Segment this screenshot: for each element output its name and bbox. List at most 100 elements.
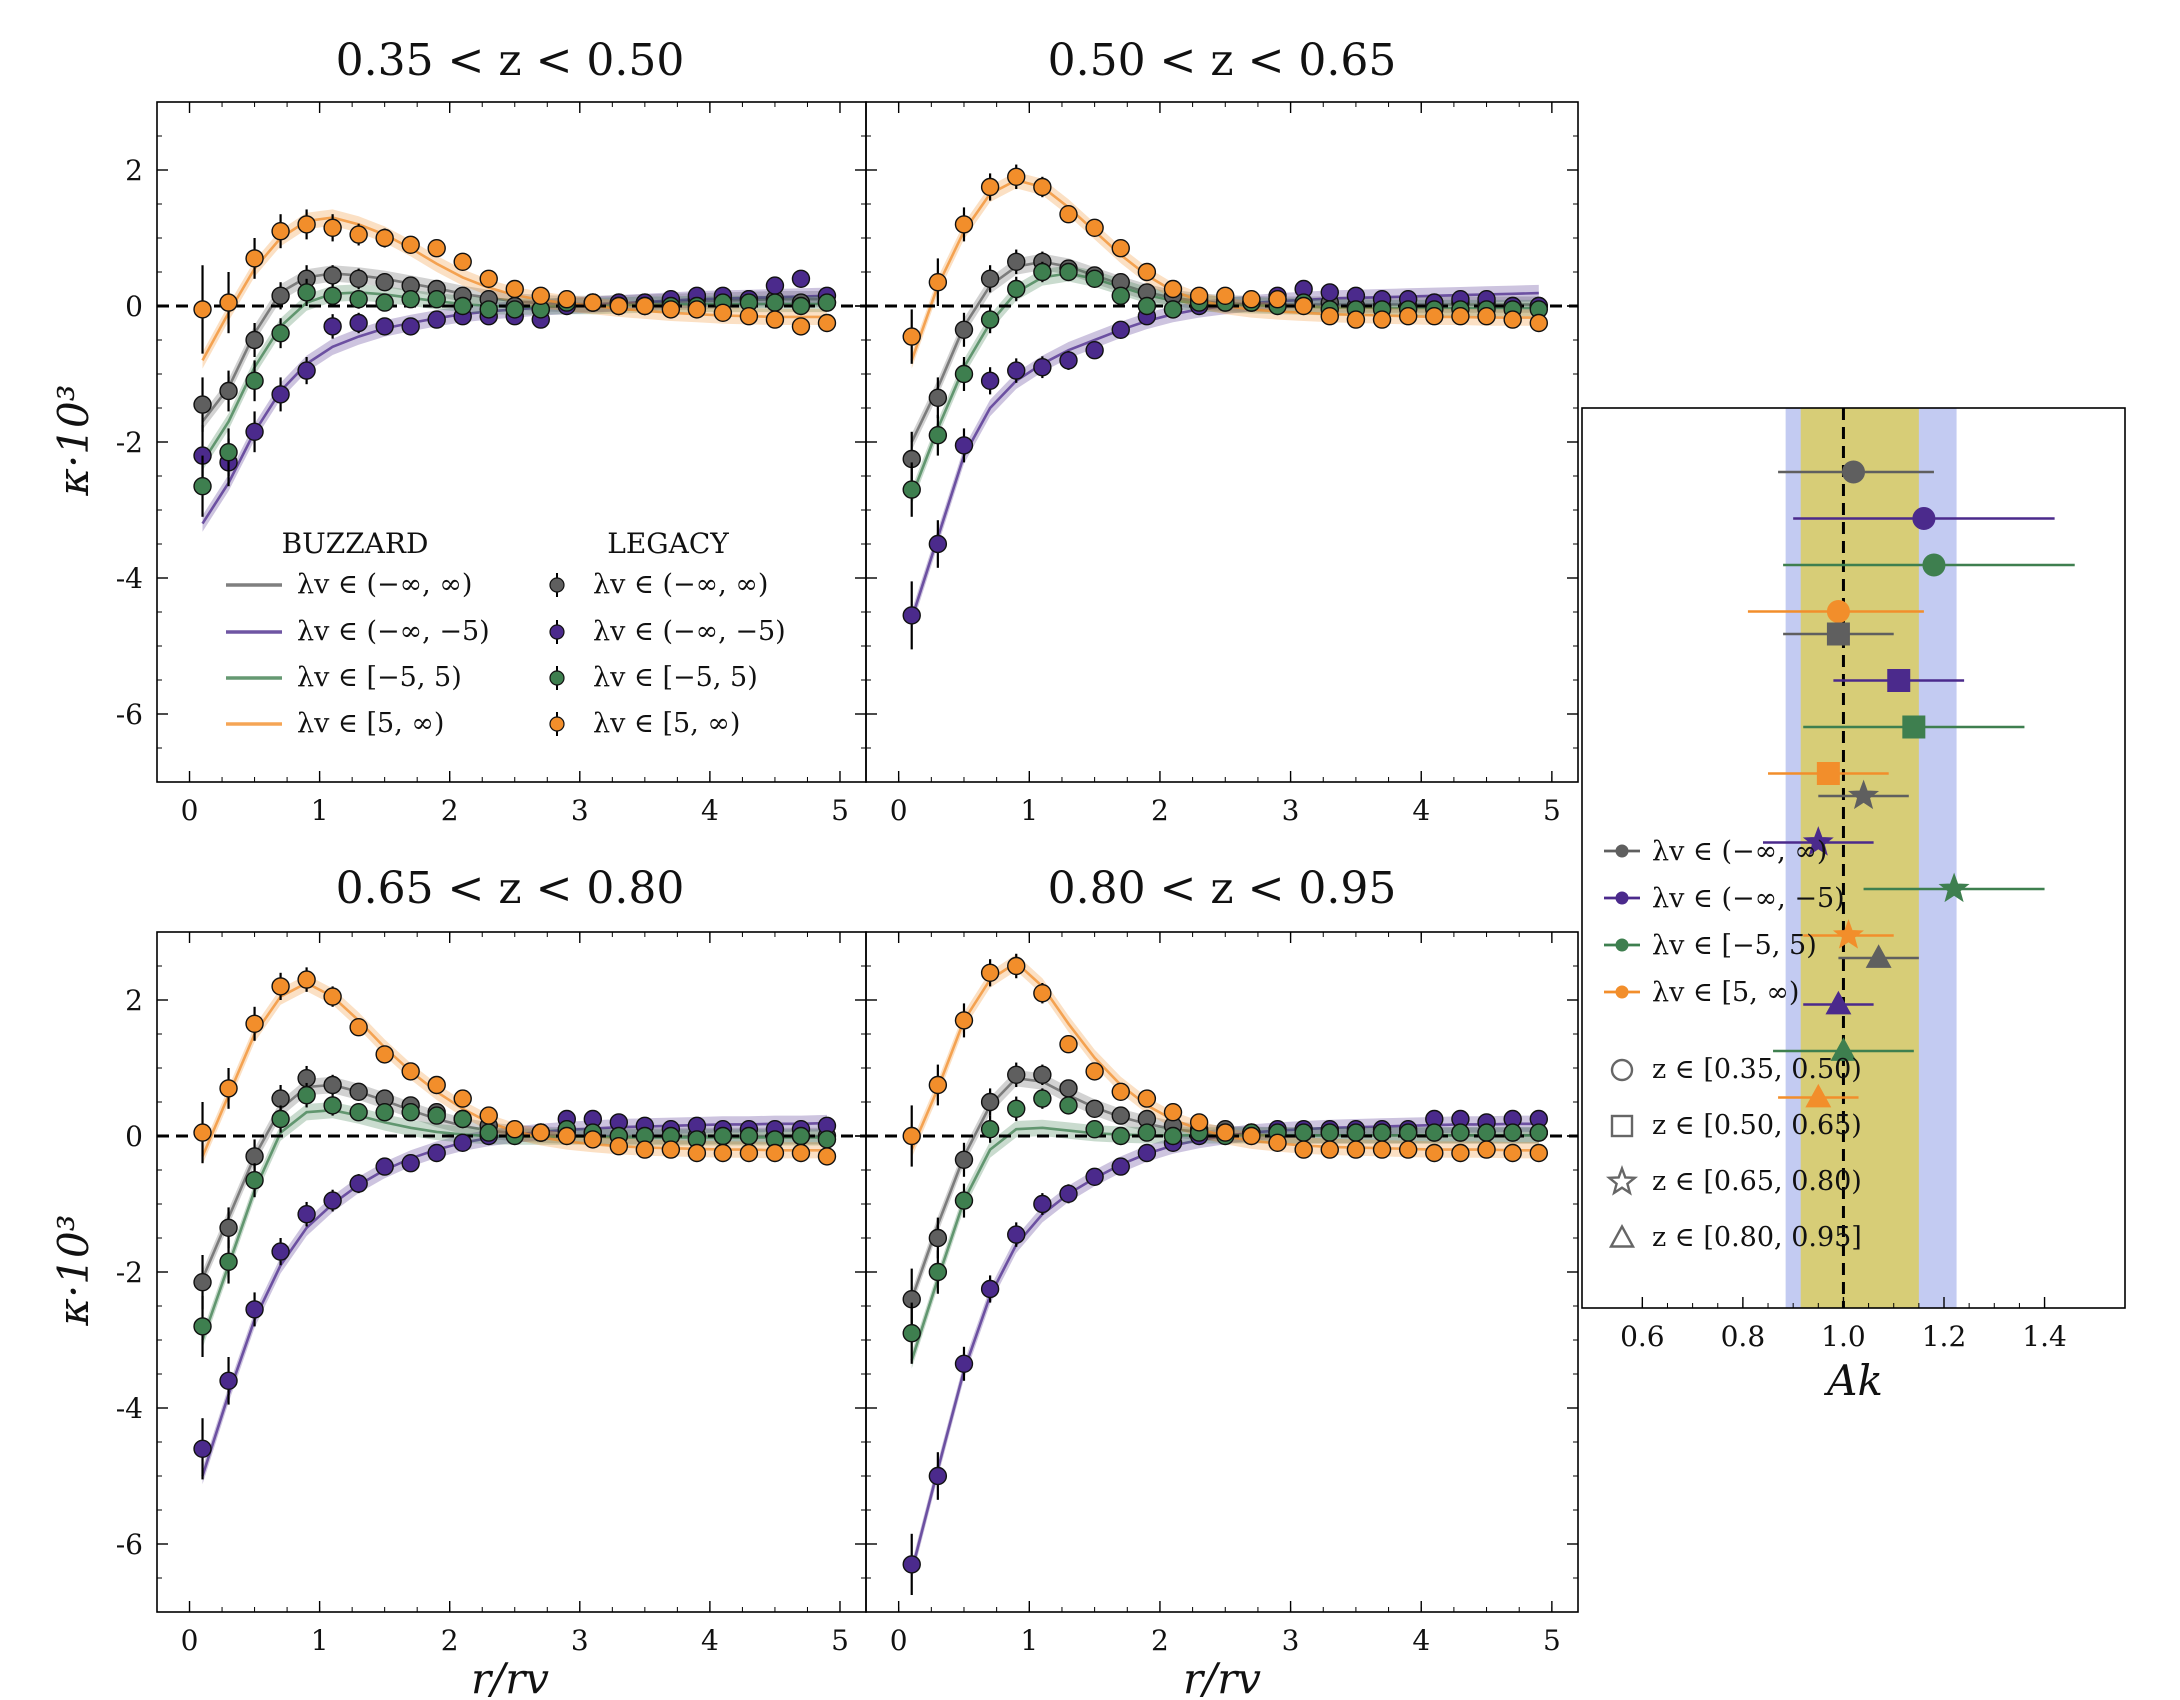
data-point-pos: [1320, 307, 1339, 326]
side-legend-series-neg: λv ∈ (−∞, −5): [1652, 883, 1845, 914]
side-tick-label: 0.6: [1620, 1320, 1665, 1353]
x-tick-label: 1: [1020, 794, 1038, 827]
data-point-all: [219, 1218, 238, 1238]
data-point-pos: [791, 317, 811, 336]
x-tick-label: 0: [890, 1624, 908, 1657]
data-point-all: [323, 266, 342, 285]
x-tick-label: 4: [1412, 794, 1430, 827]
data-point-neg: [245, 422, 264, 441]
data-point-pos: [1268, 1133, 1287, 1153]
data-point-pos: [271, 221, 290, 241]
data-point-pos: [1346, 1140, 1366, 1159]
data-point-pos: [817, 1147, 837, 1166]
data-point-neg: [453, 1133, 472, 1153]
data-point-all: [375, 273, 394, 292]
data-point-pos: [1398, 1140, 1418, 1159]
data-point-neg: [427, 310, 446, 329]
data-point-mid: [1529, 1123, 1549, 1142]
data-point-mid: [1451, 1123, 1470, 1142]
legend-buzzard-legacy: BUZZARD LEGACY λv ∈ (−∞, ∞) λv ∈ (−∞, −5…: [226, 527, 786, 739]
data-point-mid: [245, 1170, 264, 1190]
data-point-neg: [1111, 1157, 1130, 1176]
data-point-pos: [1451, 307, 1470, 326]
model-band-neg: [202, 1114, 827, 1485]
data-point-neg: [1007, 1225, 1026, 1244]
data-point-neg: [297, 361, 316, 380]
x-tick-label: 0: [890, 794, 908, 827]
data-point-mid: [1111, 1126, 1130, 1146]
amp-point-triangle-pos: [1805, 1083, 1832, 1108]
data-point-pos: [1398, 307, 1418, 326]
data-point-pos: [1216, 1123, 1235, 1142]
data-point-pos: [193, 300, 212, 319]
data-point-pos: [1216, 286, 1235, 305]
data-point-pos: [739, 307, 759, 326]
data-point-neg: [1320, 283, 1339, 302]
amp-point-star-neg: [1802, 826, 1834, 856]
data-point-pos: [531, 286, 550, 305]
data-point-neg: [765, 276, 785, 295]
x-tick-label: 2: [441, 794, 459, 827]
panel-title-1: 0.35 < z < 0.50: [336, 35, 685, 86]
data-point-mid: [1477, 1123, 1496, 1142]
data-point-all: [349, 1082, 368, 1102]
data-point-neg: [1033, 358, 1052, 377]
side-frame: [1581, 407, 2126, 1309]
data-point-pos: [1111, 1082, 1130, 1102]
data-point-all: [928, 388, 948, 407]
data-point-neg: [427, 1143, 446, 1163]
data-point-pos: [1425, 1143, 1444, 1163]
data-point-pos: [1529, 1143, 1549, 1163]
side-legend-z-3: z ∈ [0.65, 0.80): [1652, 1166, 1862, 1197]
y-axis-label-bottom: κ·10³: [49, 1214, 98, 1326]
data-point-pos: [954, 215, 974, 234]
panel-title-3: 0.65 < z < 0.80: [336, 863, 685, 914]
data-point-pos: [609, 296, 629, 316]
amp-point-circle-mid: [1922, 553, 1946, 577]
legend-model-label-neg: λv ∈ (−∞, −5): [297, 616, 490, 647]
data-point-all: [271, 286, 290, 305]
x-tick-label: 2: [441, 1624, 459, 1657]
data-point-neg: [1007, 361, 1026, 380]
data-point-neg: [271, 385, 290, 404]
data-point-all: [980, 1092, 1000, 1112]
data-point-neg: [1137, 1143, 1157, 1163]
data-point-pos: [375, 228, 394, 248]
data-point-neg: [401, 317, 420, 336]
data-point-mid: [505, 300, 524, 319]
data-point-pos: [739, 1143, 759, 1163]
side-tick-label: 1.4: [2022, 1320, 2067, 1353]
data-point-mid: [245, 371, 264, 390]
data-point-pos: [661, 300, 681, 319]
data-point-pos: [1503, 1143, 1522, 1163]
side-legend-marker-square: [1610, 1114, 1634, 1138]
data-point-pos: [713, 1143, 733, 1163]
side-legend-z-1: z ∈ [0.35, 0.50): [1652, 1054, 1862, 1085]
data-point-neg: [349, 1174, 368, 1193]
legend-point-all: [549, 577, 565, 593]
data-point-all: [245, 1147, 264, 1166]
data-point-mid: [1320, 1123, 1339, 1142]
data-point-pos: [1007, 167, 1026, 187]
data-point-mid: [954, 364, 974, 384]
panel-z-080-095: 0 1 2 3 4 5: [865, 931, 1579, 1657]
data-point-pos: [1111, 238, 1130, 258]
data-point-pos: [1163, 279, 1183, 299]
data-point-pos: [1294, 296, 1313, 316]
x-tick-label: 3: [1282, 794, 1300, 827]
data-point-pos: [479, 1106, 498, 1125]
y-tick-label: -4: [116, 1392, 143, 1425]
x-tick-label: 1: [311, 794, 329, 827]
data-point-mid: [401, 290, 420, 309]
data-point-pos: [245, 249, 264, 268]
data-point-pos: [1242, 290, 1261, 309]
side-legend-z-2: z ∈ [0.50, 0.65): [1652, 1110, 1862, 1141]
data-point-pos: [1268, 290, 1287, 309]
legend-data-label-all: λv ∈ (−∞, ∞): [593, 569, 768, 600]
data-point-pos: [817, 313, 837, 333]
data-point-pos: [1242, 1126, 1261, 1146]
data-point-all: [954, 1150, 974, 1170]
legend-data-label-neg: λv ∈ (−∞, −5): [593, 616, 786, 647]
amp-point-star-all: [1848, 779, 1880, 810]
data-point-pos: [193, 1123, 212, 1142]
